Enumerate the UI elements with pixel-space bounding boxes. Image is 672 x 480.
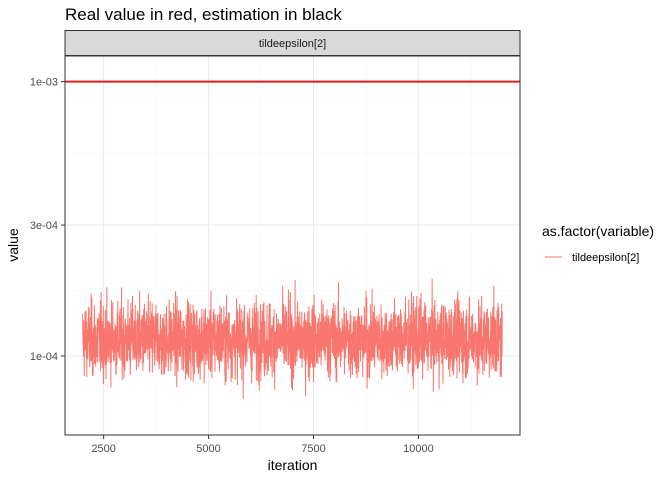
legend: as.factor(variable) tildeepsilon[2]: [542, 223, 654, 264]
y-tick-label: 3e-04: [30, 220, 58, 232]
legend-label: tildeepsilon[2]: [572, 252, 639, 264]
x-tick-label: 7500: [301, 443, 325, 455]
y-axis-title: value: [5, 228, 21, 262]
plot-panel-border: [64, 55, 521, 436]
y-tick-label: 1e-03: [30, 77, 58, 89]
facet-strip-label: tildeepsilon[2]: [259, 38, 326, 50]
x-tick-label: 5000: [196, 443, 220, 455]
y-axis: 1e-04 3e-04 1e-03: [30, 77, 65, 363]
x-axis: 2500 5000 7500 10000: [91, 435, 434, 455]
legend-title: as.factor(variable): [542, 223, 654, 239]
x-tick-label: 2500: [91, 443, 115, 455]
chart-title: Real value in red, estimation in black: [65, 5, 342, 24]
x-tick-label: 10000: [403, 443, 434, 455]
y-tick-label: 1e-04: [30, 351, 58, 363]
series-line-tildeepsilon-2: [82, 278, 503, 399]
facet-strip: [64, 30, 521, 56]
series-layer: [82, 278, 503, 399]
x-axis-title: iteration: [268, 457, 318, 473]
